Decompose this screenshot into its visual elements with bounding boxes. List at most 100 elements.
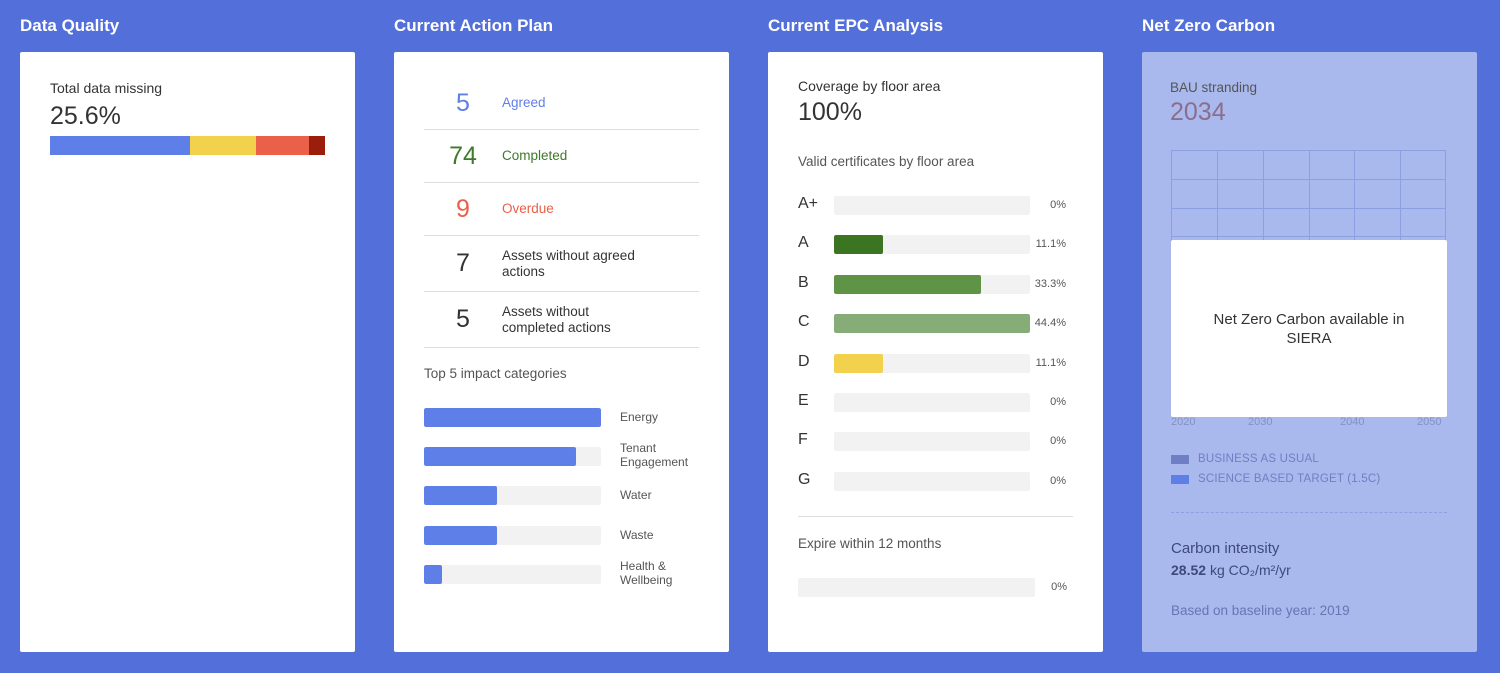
epc-pct: 33.3% [1034,277,1066,290]
epc-bar [834,393,1030,412]
epc-pct: 11.1% [1035,238,1066,251]
epc-grade-label: G [798,470,811,488]
epc-pct: 0% [1050,199,1066,211]
expire-label: Expire within 12 months [798,536,942,551]
x-tick-2030: 2030 [1248,416,1273,428]
epc-pct: 0% [1050,396,1066,408]
action-label: Agreed [502,95,546,110]
impact-bar-fill [424,486,497,505]
x-tick-2020: 2020 [1171,416,1196,428]
epc-pct: 0% [1050,474,1066,487]
legend-bau: BUSINESS AS USUAL [1171,453,1319,465]
impact-bar [424,486,601,505]
divider [1171,512,1447,513]
expire-bar [798,578,1035,597]
intensity-unit: kg CO₂/m²/yr [1209,562,1291,578]
action-row[interactable]: 5 Assets without completed actions [424,292,699,348]
impact-bar-fill [424,526,497,545]
action-count: 5 [456,305,470,333]
epc-bar [834,235,1030,255]
epc-bar-fill [834,314,1030,334]
epc-bar [834,196,1030,215]
bau-stranding-label: BAU stranding [1170,80,1258,95]
impact-label: Energy [620,410,659,424]
action-label: Overdue [502,201,554,216]
x-tick-2050: 2050 [1417,416,1442,428]
coverage-value: 100% [798,98,862,126]
total-missing-label: Total data missing [50,80,163,96]
missing-segment-1 [190,136,257,155]
legend-label: SCIENCE BASED TARGET (1.5C) [1198,473,1381,485]
total-missing-value: 25.6% [50,102,121,130]
impact-bar-fill [424,565,442,584]
impact-label: Health & Wellbeing [620,559,673,587]
epc-title: Current EPC Analysis [768,16,944,35]
action-row[interactable]: 5 Agreed [424,77,699,130]
legend-swatch [1171,454,1189,464]
epc-grade-label: A+ [798,195,819,212]
carbon-intensity-label: Carbon intensity [1171,540,1280,557]
action-label: Assets without agreed actions [502,247,635,279]
epc-bar [834,432,1030,452]
epc-grade-label: D [798,352,810,370]
bau-stranding-value: 2034 [1170,98,1226,126]
impact-bar-fill [424,408,601,427]
action-row[interactable]: 9 Overdue [424,183,699,236]
epc-grade-label: E [798,392,809,409]
action-count: 74 [449,141,477,170]
impact-bar [424,408,601,427]
missing-segment-2 [256,136,309,155]
epc-pct: 44.4% [1034,317,1066,330]
data-quality-title: Data Quality [20,16,120,35]
action-label: Completed [502,148,568,163]
action-count: 7 [456,249,470,277]
impact-bar [424,526,601,545]
epc-bar-fill [834,353,883,373]
divider [798,516,1073,517]
coverage-label: Coverage by floor area [798,78,941,94]
impact-categories-title: Top 5 impact categories [424,366,567,381]
expire-pct: 0% [1051,581,1067,593]
action-count: 5 [456,88,470,117]
legend-swatch [1171,474,1189,484]
legend-sbt: SCIENCE BASED TARGET (1.5C) [1171,473,1380,485]
net-zero-card[interactable]: BAU stranding 2034 2020 2030 2040 2050 N… [1142,52,1477,652]
legend-label: BUSINESS AS USUAL [1198,453,1319,465]
epc-grade-label: F [798,431,808,449]
epc-grade-label: B [798,273,809,291]
epc-bar-fill [834,235,883,255]
epc-pct: 0% [1050,435,1066,448]
intensity-number: 28.52 [1171,562,1207,578]
impact-label: Waste [620,528,654,542]
action-row[interactable]: 7 Assets without agreed actions [424,236,699,292]
missing-segment-0 [50,136,191,155]
epc-pct: 11.1% [1035,356,1066,369]
siera-upsell-overlay[interactable]: Net Zero Carbon available in SIERA [1171,240,1447,417]
epc-bar [834,353,1030,373]
data-missing-bar [50,136,325,155]
epc-bar [834,314,1030,334]
valid-certificates-label: Valid certificates by floor area [798,154,975,169]
epc-bar-fill [834,274,981,294]
impact-bar [424,565,601,584]
missing-segment-3 [308,136,325,155]
impact-label: Tenant Engagement [620,441,689,469]
impact-bar-fill [424,447,577,466]
action-plan-title: Current Action Plan [394,16,553,35]
action-row[interactable]: 74 Completed [424,130,699,183]
action-count: 9 [456,194,470,223]
epc-grade-label: C [798,313,810,331]
epc-bar [834,471,1030,491]
net-zero-title: Net Zero Carbon [1142,16,1276,35]
data-quality-card[interactable]: Total data missing 25.6% [20,52,355,652]
epc-card[interactable]: Coverage by floor area 100% Valid certif… [768,52,1103,652]
impact-label: Water [620,488,652,502]
action-plan-card[interactable]: 5 Agreed 74 Completed 9 Overdue 7 Assets withou… [394,52,729,652]
x-tick-2040: 2040 [1340,416,1365,428]
baseline-year: Based on baseline year: 2019 [1171,603,1350,618]
impact-bar [424,447,601,466]
epc-grade-label: A [798,234,809,252]
epc-bar [834,274,1030,294]
action-label: Assets without completed actions [502,303,611,335]
carbon-intensity-value: 28.52 kg CO₂/m²/yr [1171,562,1291,578]
